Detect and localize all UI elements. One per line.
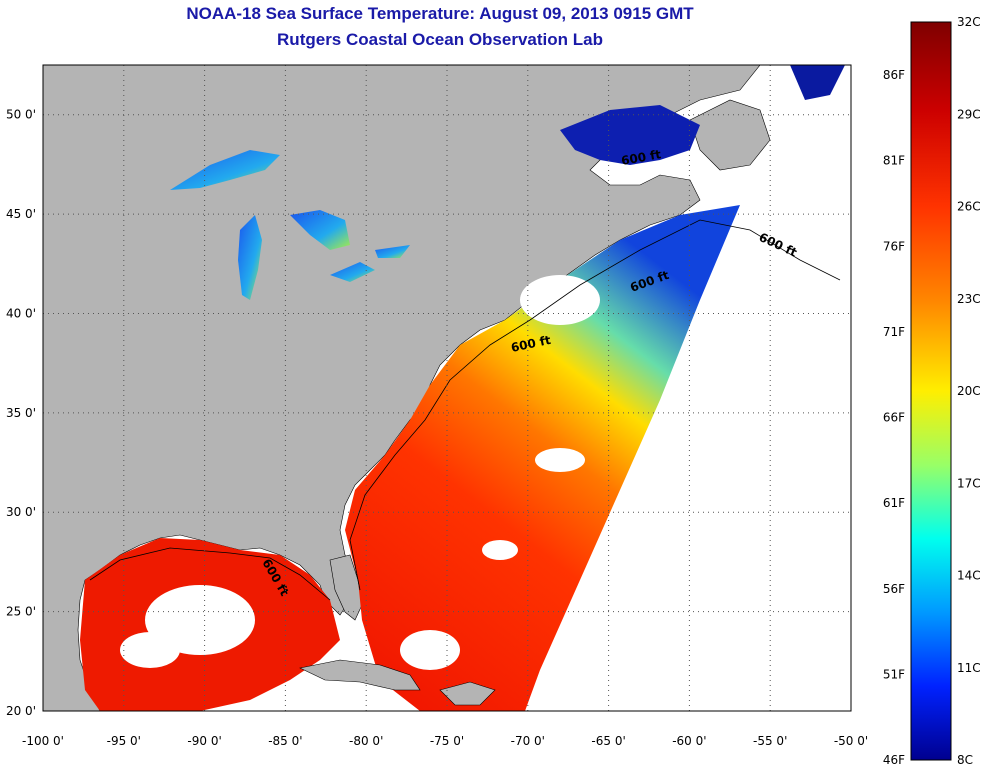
colorbar-fahrenheit-labels: 86F 81F 76F 71F 66F 61F 56F 51F 46F <box>883 68 905 767</box>
latitude-tick-label: 45 0' <box>6 207 36 221</box>
map-border <box>42 64 852 712</box>
isobath-600ft <box>89 219 841 601</box>
land-hispaniola <box>439 681 496 706</box>
colorbar-celsius-label: 11C <box>957 661 981 675</box>
longitude-tick-label: -80 0' <box>349 734 383 748</box>
map-subtitle: Rutgers Coastal Ocean Observation Lab <box>277 30 603 49</box>
latitude-tick-label: 30 0' <box>6 505 36 519</box>
isobath-label: 600 ft <box>620 147 662 168</box>
colorbar-fahrenheit-label: 66F <box>883 411 905 425</box>
longitude-tick-label: -55 0' <box>753 734 787 748</box>
lake-erie <box>330 262 375 282</box>
longitude-tick-label: -70 0' <box>511 734 545 748</box>
longitude-tick-label: -65 0' <box>591 734 625 748</box>
colorbar-celsius-label: 8C <box>957 753 973 767</box>
colorbar-fahrenheit-label: 76F <box>883 239 905 253</box>
latitude-tick-label: 40 0' <box>6 306 36 320</box>
lake-superior <box>170 150 280 190</box>
colorbar-fahrenheit-label: 56F <box>883 582 905 596</box>
lake-huron <box>290 210 350 250</box>
colorbar-fahrenheit-label: 81F <box>883 154 905 168</box>
map-title: NOAA-18 Sea Surface Temperature: August … <box>186 4 694 23</box>
cloud-patches <box>120 275 600 670</box>
longitude-tick-label: -95 0' <box>107 734 141 748</box>
colorbar <box>910 21 952 761</box>
colorbar-celsius-label: 14C <box>957 569 981 583</box>
longitude-tick-label: -75 0' <box>430 734 464 748</box>
colorbar-fahrenheit-label: 46F <box>883 753 905 767</box>
latitude-tick-label: 25 0' <box>6 605 36 619</box>
land-florida <box>329 554 363 621</box>
longitude-tick-label: -50 0' <box>834 734 868 748</box>
colorbar-celsius-labels: 32C 29C 26C 23C 20C 17C 14C 11C 8C <box>957 15 981 767</box>
lake-michigan <box>238 215 262 300</box>
lake-ontario <box>375 245 410 258</box>
land-cuba <box>299 659 421 691</box>
latitude-tick-label: 35 0' <box>6 406 36 420</box>
land-newfoundland <box>689 99 771 171</box>
colorbar-celsius-label: 23C <box>957 292 981 306</box>
longitude-ticks: -100 0' -95 0' -90 0' -85 0' -80 0' -75 0' -70… <box>22 734 868 748</box>
longitude-tick-label: -90 0' <box>187 734 221 748</box>
colorbar-celsius-label: 29C <box>957 107 981 121</box>
colorbar-celsius-label: 20C <box>957 384 981 398</box>
longitude-tick-label: -85 0' <box>268 734 302 748</box>
colorbar-fahrenheit-label: 86F <box>883 68 905 82</box>
latitude-ticks: 20 0' 25 0' 30 0' 35 0' 40 0' 45 0' 50 0' <box>6 108 36 718</box>
colorbar-fahrenheit-label: 71F <box>883 325 905 339</box>
latitude-tick-label: 50 0' <box>6 108 36 122</box>
land-north-america <box>42 64 761 712</box>
colorbar-fahrenheit-label: 51F <box>883 667 905 681</box>
longitude-tick-label: -60 0' <box>672 734 706 748</box>
sst-gulf-st-lawrence <box>560 105 700 165</box>
great-lakes <box>170 150 410 300</box>
colorbar-celsius-label: 26C <box>957 200 981 214</box>
colorbar-celsius-label: 32C <box>957 15 981 29</box>
sst-labrador <box>790 65 845 100</box>
colorbar-celsius-label: 17C <box>957 476 981 490</box>
latitude-tick-label: 20 0' <box>6 704 36 718</box>
longitude-tick-label: -100 0' <box>22 734 64 748</box>
colorbar-fahrenheit-label: 61F <box>883 496 905 510</box>
